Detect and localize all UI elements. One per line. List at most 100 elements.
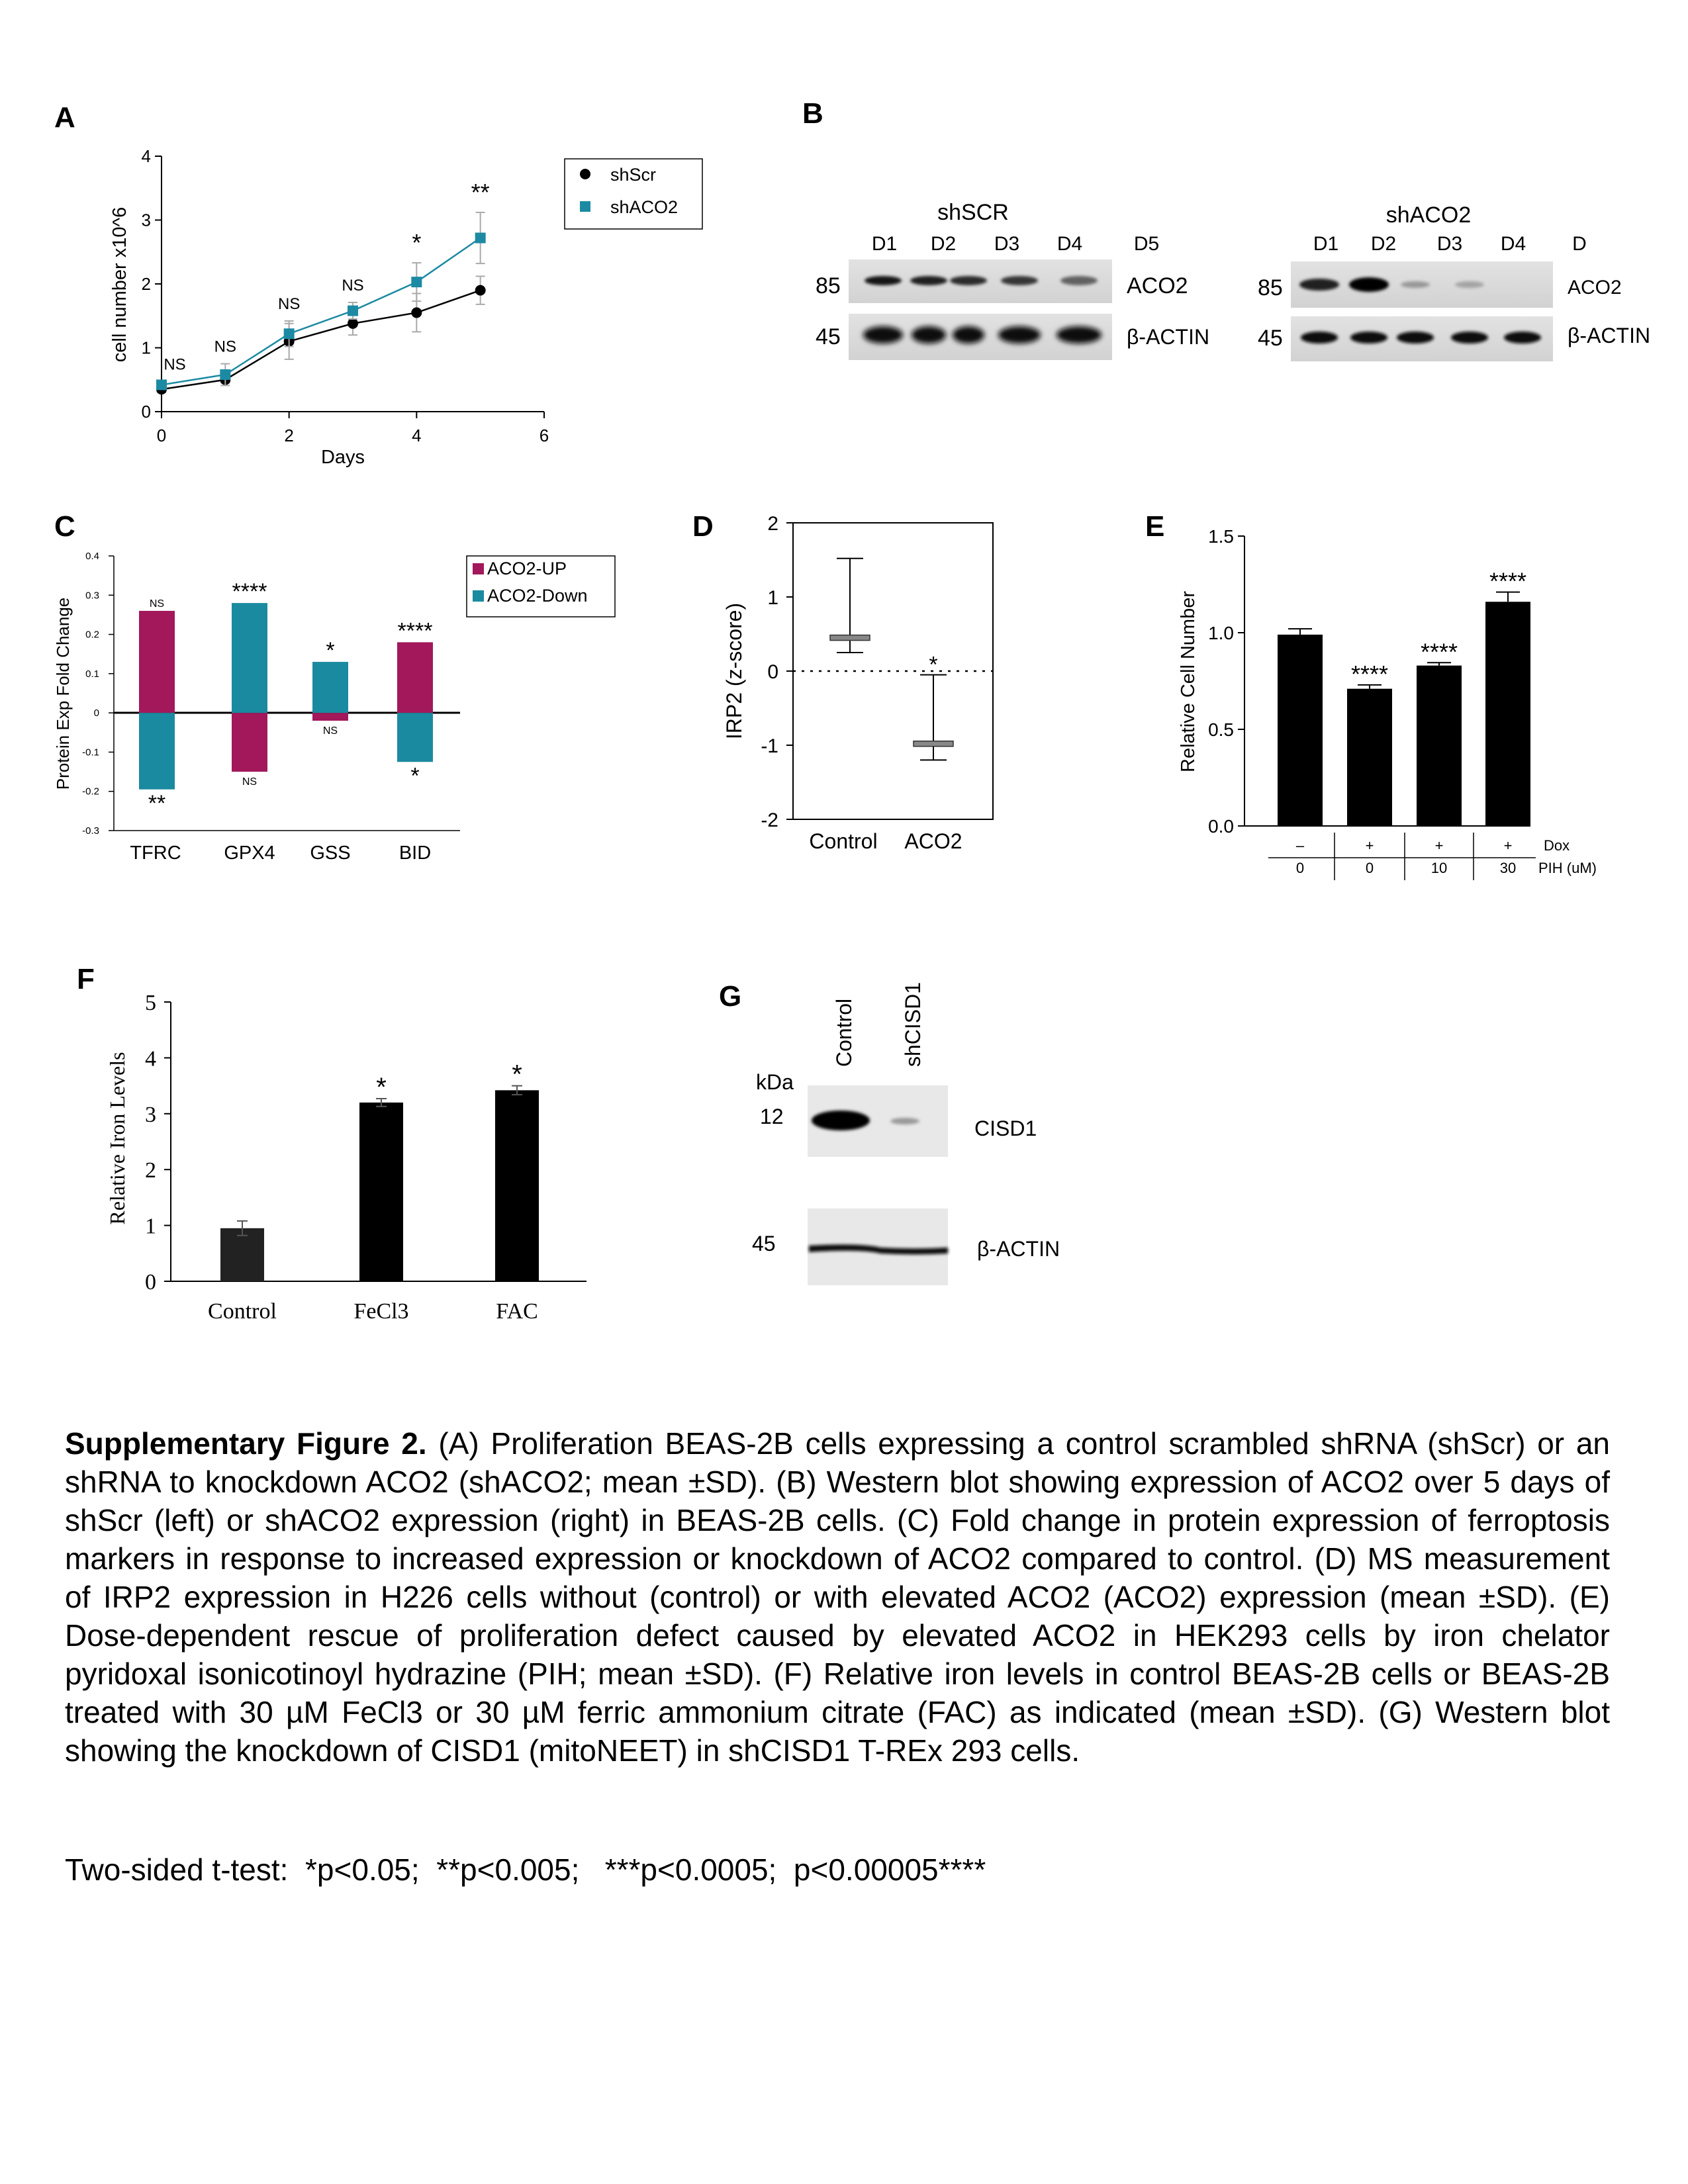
y-tick-label: 0 — [142, 402, 151, 422]
panel-f-y-label: Relative Iron Levels — [105, 1052, 129, 1224]
panel-letter-g: G — [719, 980, 741, 1013]
y-tick-label: 4 — [145, 1046, 156, 1071]
y-tick-label: 1 — [145, 1214, 156, 1239]
panel-c-bar-chart: 0.40.30.20.10-0.1-0.2-0.3 NS**TFRCNS****… — [53, 551, 616, 864]
blot-b-right-label-aco2: ACO2 — [1568, 277, 1622, 298]
legend-label-shaco2: shACO2 — [610, 197, 678, 217]
panel-d-box-plot: 2 1 0 -1 -2 Control * ACO2 IRP2 (z-score) — [722, 513, 994, 853]
median-marker — [913, 741, 954, 747]
y-tick-label: -0.1 — [82, 747, 99, 758]
y-tick-label: 1 — [767, 587, 778, 609]
x-category-label: Control — [208, 1299, 277, 1324]
y-tick-label: 0.1 — [85, 668, 99, 680]
y-tick-label: 0.2 — [85, 629, 99, 641]
blot-band-aco2 — [1401, 281, 1430, 288]
blot-band-aco2 — [950, 276, 987, 285]
y-tick-label: 3 — [142, 210, 151, 230]
significance-label: NS — [242, 776, 257, 788]
y-tick-label: -0.2 — [82, 786, 99, 797]
blot-b-right-label-actin: β-ACTIN — [1568, 324, 1650, 347]
bar-aco2-down — [312, 662, 348, 713]
y-tick-label: 1 — [142, 338, 151, 358]
blot-b-left-label-aco2: ACO2 — [1127, 273, 1188, 298]
bar-aco2-down — [397, 713, 433, 762]
blot-g-lane-label-shcisd1: shCISD1 — [901, 982, 925, 1067]
significance-label: **** — [1351, 660, 1388, 688]
panel-letter-a: A — [54, 101, 75, 134]
panel-g-western-blot: Control shCISD1 kDa 12 45 CISD1 β-ACTIN — [752, 982, 1060, 1285]
y-tick-label: 0 — [145, 1270, 156, 1295]
bar-relative-iron-level — [495, 1090, 539, 1281]
significance-label: * — [412, 229, 421, 256]
x-category-label: FeCl3 — [353, 1299, 408, 1324]
caption-title: Supplementary Figure 2. — [65, 1426, 427, 1461]
significance-label: NS — [342, 277, 363, 295]
significance-label: **** — [398, 618, 433, 643]
panel-e-y-label: Relative Cell Number — [1178, 591, 1199, 772]
bar-relative-cell-number — [1417, 665, 1462, 826]
significance-label: NS — [150, 598, 164, 610]
pih-value: 30 — [1500, 860, 1516, 876]
bar-aco2-down — [139, 713, 175, 790]
blot-band-aco2 — [1299, 279, 1339, 291]
blot-band-aco2 — [1349, 277, 1389, 292]
panel-e-dox-label: Dox — [1544, 837, 1570, 854]
blot-band-actin — [998, 326, 1041, 343]
x-tick-label: 2 — [284, 426, 293, 445]
legend-swatch-aco2-up — [473, 563, 484, 574]
data-point-shscr — [475, 285, 486, 296]
x-category-label: Control — [809, 829, 877, 853]
panel-c-y-label: Protein Exp Fold Change — [53, 598, 73, 790]
y-tick-label: 2 — [145, 1158, 156, 1183]
blot-b-right-title: shACO2 — [1386, 203, 1472, 228]
legend-marker-shscr — [580, 169, 590, 179]
blot-b-left-mw-top: 85 — [816, 273, 841, 298]
blot-band-actin — [912, 326, 946, 343]
x-tick-label: 0 — [157, 426, 166, 445]
significance-label: **** — [232, 579, 267, 604]
blot-band-aco2 — [1455, 281, 1484, 288]
blot-lane-label: D5 — [1134, 233, 1159, 255]
significance-label: * — [376, 1073, 387, 1102]
blot-band-aco2 — [1001, 276, 1038, 285]
data-point-shscr — [348, 318, 358, 329]
bar-aco2-up — [232, 713, 267, 772]
blot-band-aco2 — [1060, 276, 1098, 285]
panel-letter-c: C — [54, 510, 75, 543]
significance-label: ** — [471, 179, 490, 206]
significance-label: NS — [164, 356, 185, 374]
blot-lane-label: D1 — [872, 233, 897, 255]
pih-value: 0 — [1296, 860, 1304, 876]
x-category-label: GPX4 — [224, 842, 275, 864]
y-tick-label: 0.3 — [85, 590, 99, 601]
pih-value: 0 — [1366, 860, 1374, 876]
blot-band-actin — [1056, 326, 1102, 343]
data-point-shaco2 — [475, 232, 486, 244]
data-point-shaco2 — [411, 277, 422, 288]
blot-b-left-label-actin: β-ACTIN — [1127, 325, 1209, 349]
blot-lane-label: D3 — [994, 233, 1019, 255]
significance-label: * — [410, 763, 419, 788]
panel-e-pih-label: PIH (uM) — [1538, 860, 1597, 876]
panel-letter-f: F — [77, 963, 95, 995]
panel-e-bar-chart: 1.5 1.0 0.5 0.0 **** **** **** Relative Cell … — [1178, 526, 1597, 880]
blot-b-right-mw-top: 85 — [1258, 275, 1283, 300]
blot-b-left-title: shSCR — [937, 200, 1009, 225]
blot-lane-label: D4 — [1057, 233, 1082, 255]
blot-g-cisd1-band-control — [812, 1111, 870, 1130]
y-tick-label: -0.3 — [82, 825, 99, 837]
y-tick-label: 1.0 — [1208, 623, 1234, 643]
x-tick-label: 6 — [539, 426, 549, 445]
bar-relative-iron-level — [359, 1102, 403, 1281]
blot-g-cisd1-band-shcisd1 — [890, 1118, 919, 1124]
blot-band-actin — [1451, 332, 1488, 343]
panel-c-legend: ACO2-UP ACO2-Down — [466, 555, 616, 617]
figure-caption: Supplementary Figure 2. (A) Proliferatio… — [65, 1424, 1610, 1770]
blot-band-actin — [1350, 332, 1387, 343]
blot-b-left-mw-bottom: 45 — [816, 324, 841, 349]
x-category-label: FAC — [496, 1299, 538, 1324]
bar-relative-cell-number — [1485, 602, 1530, 826]
blot-lane-label: D2 — [931, 233, 956, 255]
bar-aco2-up — [397, 642, 433, 713]
blot-g-mw-top: 12 — [760, 1105, 784, 1128]
